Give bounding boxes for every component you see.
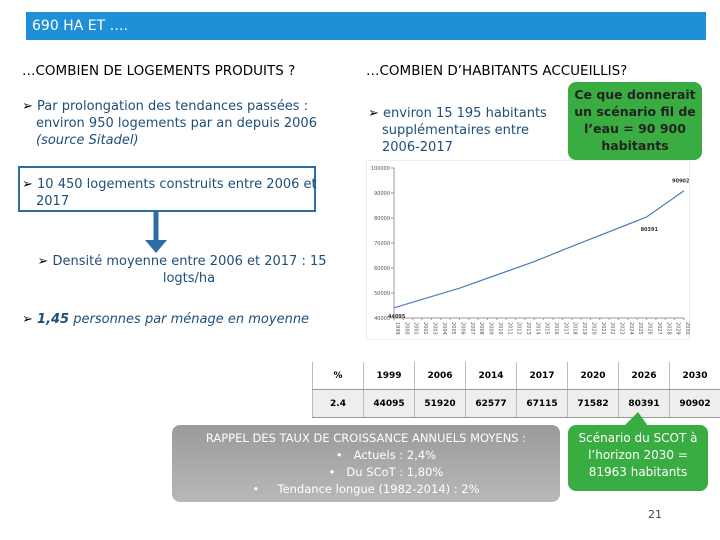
recap-item-text: Du SCoT : 1,80% [346,465,444,479]
x-tick-label: 2019 [581,322,587,335]
y-tick-label: 80000 [374,216,390,222]
bullet: environ 15 195 habitants supplémentaires… [368,105,567,156]
table-cell: 2017 [516,362,568,390]
x-tick-label: 2006 [459,322,465,335]
y-tick-label: 40000 [374,316,390,322]
y-tick-label: 100000 [371,166,390,172]
x-tick-label: 2000 [403,322,409,335]
chart: 40000 50000 60000 70000 80000 90000 100000 1999… [366,160,690,340]
x-tick-label: 2017 [562,322,568,335]
x-tick-label: 2011 [506,322,512,335]
data-line [393,190,685,309]
x-tick-label: 2016 [553,322,559,335]
y-tick-label: 90000 [374,191,390,197]
table-row: 2.4 44095 51920 62577 67115 71582 80391 90902 [312,389,720,418]
recap-title: RAPPEL DES TAUX DE CROISSANCE ANNUELS MO… [205,431,527,445]
x-tick-label: 2018 [572,322,578,335]
table-cell: 2.4 [312,389,364,418]
recap-item-text: Tendance longue (1982-2014) : 2% [277,482,480,496]
x-tick-label: 2007 [469,322,475,335]
x-tick-label: 2022 [609,322,615,335]
x-tick-label: 2014 [534,322,540,335]
x-tick-label: 2023 [619,322,625,335]
recap-item: • Du SCoT : 1,80% [328,465,444,479]
table-cell: % [312,362,364,390]
bullet: Densité moyenne entre 2006 et 2017 : 15 … [30,253,334,287]
scot-shape [568,412,708,491]
x-tick-label: 2009 [488,322,494,335]
y-tick-label: 60000 [374,266,390,272]
annotation: 80391 [641,227,659,233]
x-tick-label: 2030 [684,322,690,335]
x-tick-label: 2024 [628,322,634,335]
table-row: % 1999 2006 2014 2017 2020 2026 2030 [312,362,720,390]
callout-text: Ce que donnerait un scénario fil de l’ea… [574,87,696,153]
x-tick-label: 2003 [431,322,437,335]
x-tick-label: 2027 [656,322,662,335]
bullet-text: personnes par ménage en moyenne [73,312,310,327]
recap-item: • Tendance longue (1982-2014) : 2% [252,482,480,496]
x-tick-label: 2020 [590,322,596,335]
x-tick-label: 2008 [478,322,484,335]
table-cell: 51920 [414,389,466,418]
table-cell: 67115 [516,389,568,418]
table-cell: 1999 [363,362,415,390]
scot-text: Scénario du SCOT à l’horizon 2030 = 8196… [578,431,698,479]
left-heading: …COMBIEN DE LOGEMENTS PRODUITS ? [22,63,296,79]
header-title: 690 HA ET …. [26,12,706,40]
table-cell: 2020 [567,362,619,390]
x-tick-label: 2026 [647,322,653,335]
recap-box: RAPPEL DES TAUX DE CROISSANCE ANNUELS MO… [172,425,560,502]
bullet: Par prolongation des tendances passées :… [22,98,326,149]
table-cell: 62577 [465,389,517,418]
x-tick-label: 2001 [413,322,419,335]
right-heading: …COMBIEN D’HABITANTS ACCUEILLIS? [366,63,628,79]
chart-frame [366,160,690,340]
y-tick-label: 50000 [374,291,390,297]
x-tick-label: 2028 [665,322,671,335]
table-cell: 71582 [567,389,619,418]
bullet: 1,45 personnes par ménage en moyenne [22,311,336,328]
bullet-text: Par prolongation des tendances passées :… [36,99,317,131]
x-tick-label: 2010 [497,322,503,335]
x-tick-label: 2015 [544,322,550,335]
arrow [145,212,167,253]
x-tick-label: 2013 [525,322,531,335]
table: % 1999 2006 2014 2017 2020 2026 2030 2.4 44095 519… [312,362,720,418]
annotation: 90902 [672,179,690,185]
x-tick-label: 2025 [637,322,643,335]
recap-item-text: Actuels : 2,4% [353,448,437,462]
x-tick-label: 2012 [516,322,522,335]
x-tick-label: 2029 [675,322,681,335]
table-cell: 2006 [414,362,466,390]
recap-item: • Actuels : 2,4% [335,448,437,462]
table-cell: 90902 [669,389,720,418]
table-cell: 80391 [618,389,670,418]
annotation: 44095 [388,314,406,320]
table-cell: 44095 [363,389,415,418]
source: (source Sitadel) [36,133,139,148]
x-tick-label: 2002 [422,322,428,335]
table-cell: 2026 [618,362,670,390]
table-body: % 1999 2006 2014 2017 2020 2026 2030 2.4 44095 519… [312,362,720,418]
table-cell: 2014 [465,362,517,390]
y-tick-label: 70000 [374,241,390,247]
table-cell: 2030 [669,362,720,390]
bullet-lead: 1,45 [37,312,70,327]
bullet: 10 450 logements construits entre 2006 e… [22,176,326,210]
x-tick-label: 2021 [600,322,606,335]
x-tick-label: 2005 [450,322,456,335]
page-number: 21 [648,508,662,521]
x-tick-label: 1999 [394,322,400,335]
x-tick-label: 2004 [441,322,447,335]
